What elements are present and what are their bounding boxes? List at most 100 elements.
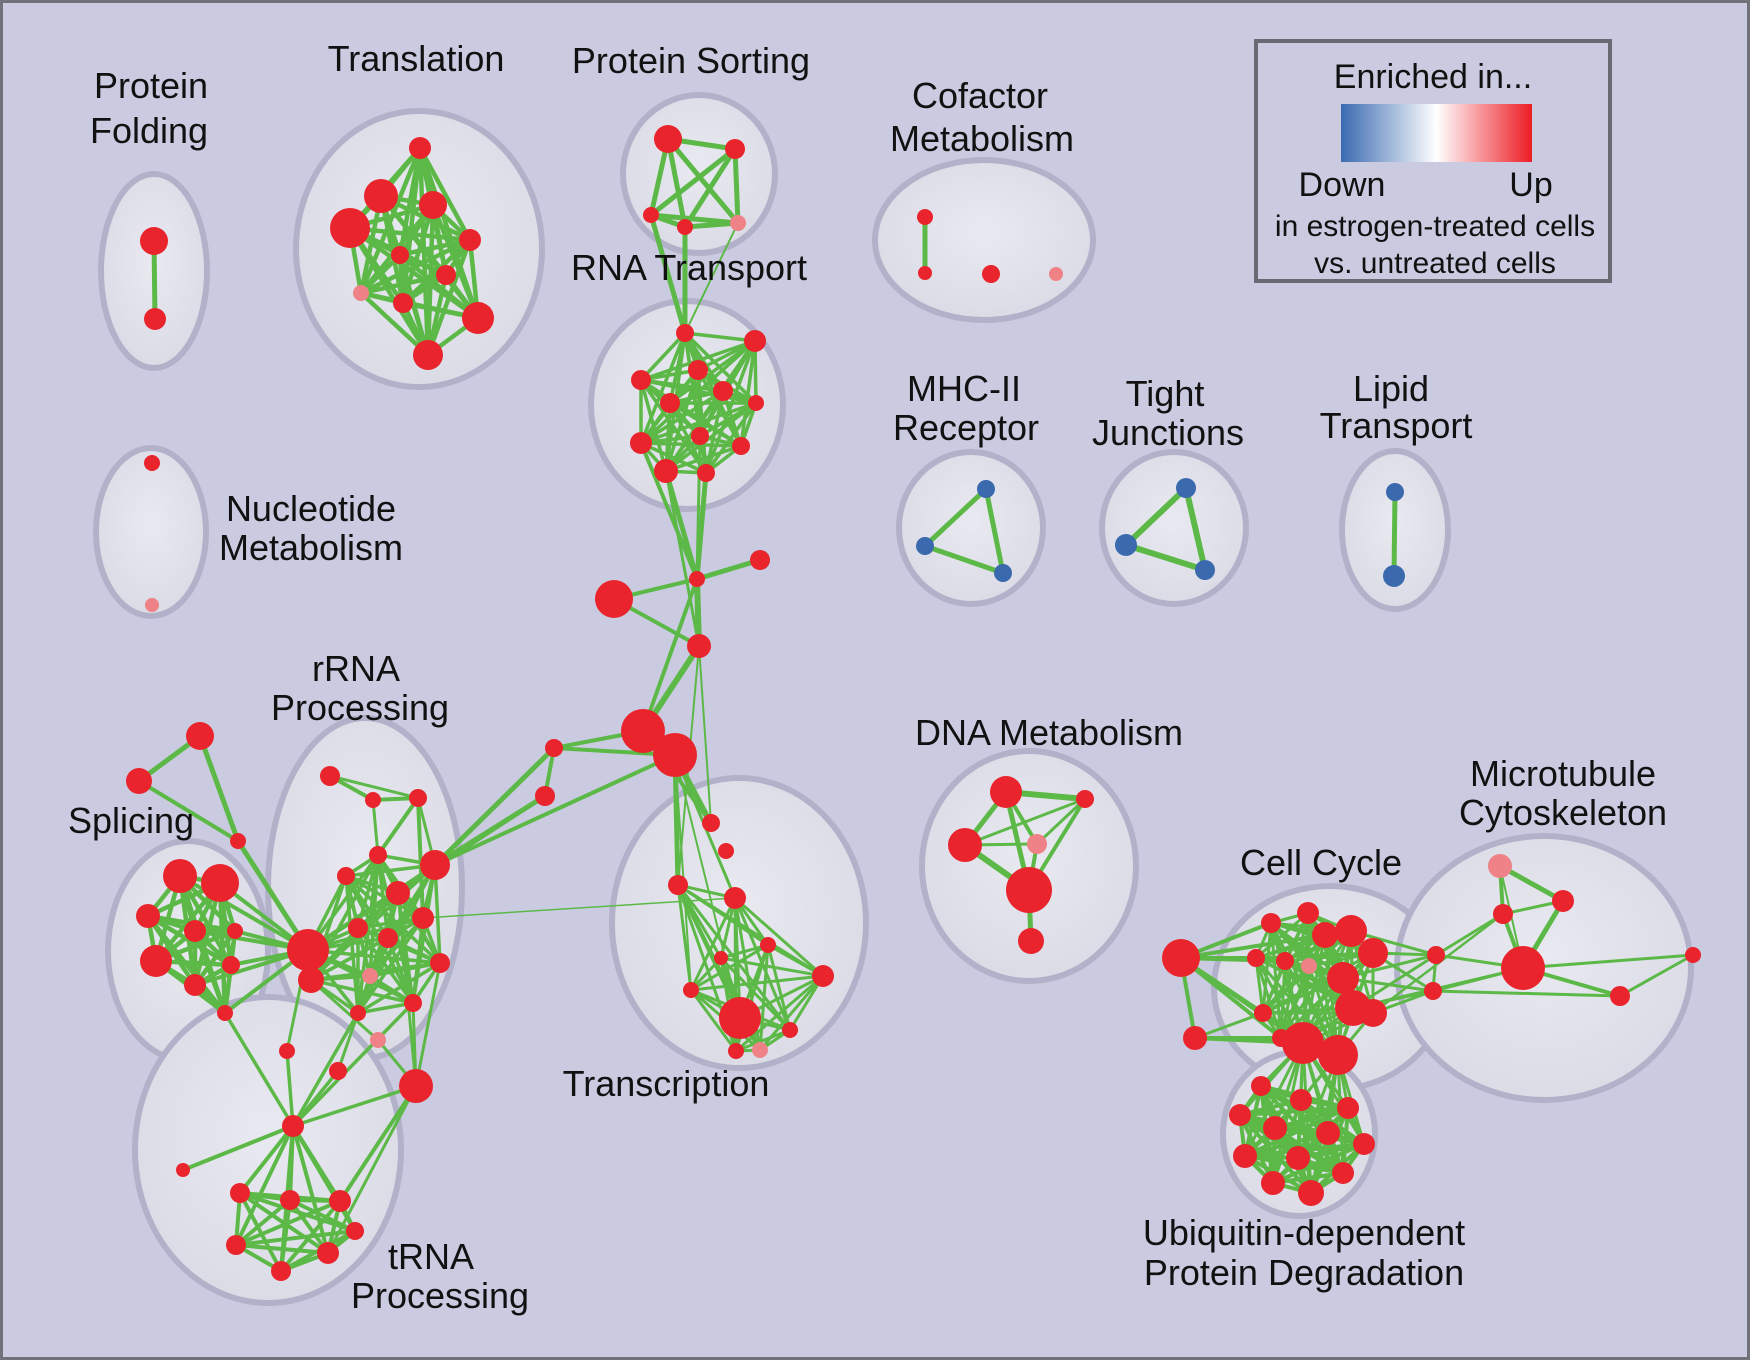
edge-t6-t10 — [397, 252, 481, 321]
gene-set-node-t1 — [409, 137, 431, 159]
gene-set-node-t9 — [393, 293, 413, 313]
cluster-label-lipid-transport-line1: Lipid — [1353, 368, 1429, 409]
gene-set-node-cc1 — [689, 571, 705, 587]
edge-rt1-rt9 — [639, 331, 687, 445]
gene-set-node-ps2 — [725, 139, 745, 159]
gene-set-node-sp2 — [126, 768, 152, 794]
gene-set-node-sp7 — [184, 920, 206, 942]
edge-rt1-rt2 — [683, 331, 757, 343]
gene-set-node-tj1 — [1176, 478, 1196, 498]
gene-set-node-cy4 — [1297, 902, 1319, 924]
gene-set-node-tx4 — [724, 887, 746, 909]
edge-tnh-rr16 — [291, 1011, 360, 1128]
gene-set-node-ub4 — [1337, 1097, 1359, 1119]
edge-tx6-tx7 — [719, 956, 825, 978]
edge-rt2-rt12 — [704, 339, 757, 475]
gene-set-node-tx9 — [719, 997, 761, 1039]
network-nodes — [126, 125, 1701, 1281]
gene-set-node-tn2 — [280, 1190, 300, 1210]
edge-lt1-lt2 — [1391, 489, 1398, 579]
gene-set-node-mt4 — [1501, 946, 1545, 990]
edge-rt7-rt9 — [639, 401, 758, 445]
gene-set-node-dm4 — [1027, 834, 1047, 854]
edge-cy8-cy12 — [1254, 956, 1265, 1015]
gene-set-node-ub11 — [1332, 1162, 1354, 1184]
edge-cy16-ub8 — [1243, 1041, 1305, 1158]
edge-cy16-ub12 — [1301, 1041, 1313, 1195]
gene-set-node-rr15 — [404, 994, 422, 1012]
edge-mh1-mh2 — [922, 486, 989, 549]
gene-set-node-cy15 — [1359, 999, 1387, 1027]
gene-set-node-rt11 — [654, 459, 678, 483]
cluster-label-transcription-line1: Transcription — [563, 1063, 770, 1104]
gene-set-node-ub1 — [1251, 1076, 1271, 1096]
gene-set-node-rr3 — [409, 789, 427, 807]
gene-set-node-rr4 — [369, 846, 387, 864]
edge-tx6-tx10 — [719, 956, 792, 1032]
gene-set-node-ub7 — [1353, 1133, 1375, 1155]
edge-tni-tnh — [181, 1124, 295, 1172]
edge-t5-t11 — [425, 237, 473, 358]
edge-tx4-tx8 — [689, 896, 737, 992]
gene-set-node-tn3 — [329, 1190, 351, 1212]
edge-tx5-tx6 — [719, 943, 770, 960]
gene-set-node-tj3 — [1195, 560, 1215, 580]
gene-set-node-cy6 — [1335, 915, 1367, 947]
edge-tnh-tn7 — [291, 1124, 357, 1233]
edge-t8-t11 — [358, 290, 431, 358]
edge-tn2-tn4 — [234, 1198, 292, 1247]
edge-t6-t8 — [358, 252, 403, 296]
gene-set-node-mt2 — [1552, 890, 1574, 912]
cluster-label-cofactor-metabolism-line2: Metabolism — [890, 118, 1074, 159]
edge-ps2-ps3 — [648, 146, 738, 218]
edge-rr12-rr13 — [368, 916, 425, 978]
edge-cc6-tx8 — [674, 754, 692, 991]
gene-set-node-sp3 — [230, 833, 246, 849]
edge-rr20-rr6 — [396, 891, 418, 1088]
gene-set-node-rt5 — [713, 381, 733, 401]
cluster-label-cofactor-metabolism-line1: Cofactor — [912, 75, 1048, 116]
edge-ps4-ps5 — [682, 220, 741, 230]
gene-set-node-ps5 — [730, 215, 746, 231]
edge-rt8-cc1 — [695, 434, 702, 581]
cluster-label-mhc-ii-receptor-line1: MHC-II — [907, 368, 1021, 409]
gene-set-node-cm4 — [1049, 267, 1063, 281]
edge-br1-mt3 — [1434, 912, 1505, 957]
gene-set-node-rr9 — [298, 967, 324, 993]
edge-tnh-rr20 — [291, 1084, 418, 1128]
gene-set-node-sp6 — [136, 904, 160, 928]
gene-set-node-sp4 — [163, 859, 197, 893]
gene-set-node-tx3 — [668, 875, 688, 895]
gene-set-node-mh1 — [977, 480, 995, 498]
edge-rr7-rr14 — [433, 863, 442, 965]
edge-cy3-cy12 — [1261, 921, 1273, 1015]
gene-set-node-rr18 — [279, 1043, 295, 1059]
gene-set-node-rt12 — [697, 464, 715, 482]
edge-rr12-rr16 — [356, 916, 425, 1015]
gene-set-node-cc4 — [687, 634, 711, 658]
gene-set-node-cy1 — [1162, 939, 1200, 977]
gene-set-node-sp1 — [186, 722, 214, 750]
gene-set-node-tn1 — [230, 1183, 250, 1203]
edge-mt5-mt6 — [1618, 953, 1695, 998]
gene-set-node-rt10 — [732, 437, 750, 455]
gene-set-node-cy10 — [1301, 958, 1317, 974]
gene-set-node-sp10 — [184, 974, 206, 996]
gene-set-node-rt3 — [688, 360, 708, 380]
edge-tx7-tx11 — [734, 974, 825, 1053]
gene-set-node-cm3 — [982, 265, 1000, 283]
cluster-label-lipid-transport-line2: Transport — [1320, 405, 1473, 446]
cluster-label-cell-cycle-line1: Cell Cycle — [1240, 842, 1402, 883]
gene-set-node-rt1 — [676, 324, 694, 342]
edge-dm3-dm2 — [963, 797, 1087, 847]
edge-tj2-tj3 — [1123, 542, 1208, 573]
edge-dm2-dm4 — [1035, 797, 1087, 846]
edge-mt1-mt2 — [1497, 863, 1566, 904]
edge-tn2-tn7 — [288, 1198, 357, 1233]
edge-t4-t11 — [347, 225, 431, 358]
gene-set-node-tn7 — [346, 1222, 364, 1240]
gene-set-node-cc8 — [535, 786, 555, 806]
gene-set-node-rr5 — [337, 867, 355, 885]
legend-subtitle-line2: vs. untreated cells — [1314, 247, 1556, 280]
